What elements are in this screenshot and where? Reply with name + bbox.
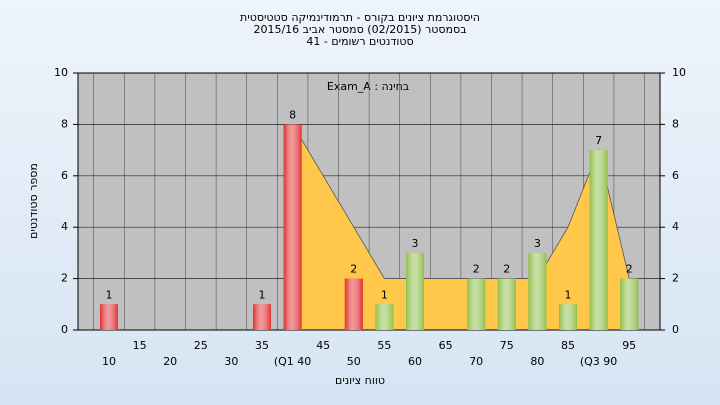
y-tick-label: 2 <box>61 272 68 285</box>
chart-title: בסמסטר (02/2015) סמסטר אביב 2015/16 <box>253 23 466 36</box>
x-tick-label: 75 <box>500 339 514 352</box>
y-tick-label: 0 <box>61 323 68 336</box>
x-tick-label: 50 <box>347 355 361 368</box>
x-tick-label: (Q3 90 <box>580 355 617 368</box>
bar-shine <box>559 304 577 330</box>
data-label: 1 <box>259 288 266 301</box>
bar-shine <box>253 304 271 330</box>
bar-shine <box>100 304 118 330</box>
bar-shine <box>375 304 394 330</box>
y-tick-label: 8 <box>61 117 68 130</box>
x-tick-label: 10 <box>102 355 116 368</box>
bar-shine <box>283 124 302 331</box>
data-label: 2 <box>626 263 633 276</box>
data-label: 7 <box>595 134 602 147</box>
y-tick-label: 4 <box>61 220 68 233</box>
x-tick-label: 45 <box>316 339 330 352</box>
bar-shine <box>344 278 363 330</box>
x-tick-label: 15 <box>133 339 147 352</box>
y2-tick-label: 10 <box>672 66 686 79</box>
data-label: 8 <box>289 108 296 121</box>
x-tick-label: (Q1 40 <box>274 355 311 368</box>
bar-shine <box>589 150 608 330</box>
y2-tick-label: 2 <box>672 272 679 285</box>
plot-border <box>77 72 661 331</box>
chart-title: היסטוגרמת ציונים בקורס - תרמודינמיקה סטט… <box>240 11 480 24</box>
chart-title: סטודנטים רשומים - 41 <box>306 35 413 48</box>
data-label: 1 <box>381 288 388 301</box>
x-tick-label: 20 <box>163 355 177 368</box>
data-label: 2 <box>503 263 510 276</box>
x-tick-label: 35 <box>255 339 269 352</box>
bar-shine <box>406 252 424 330</box>
x-tick-label: 65 <box>439 339 453 352</box>
x-axis-label: טווח ציונים <box>335 374 385 387</box>
y-tick-label: 10 <box>54 66 68 79</box>
y2-tick-label: 4 <box>672 220 679 233</box>
data-label: 1 <box>565 288 572 301</box>
x-tick-label: 85 <box>561 339 575 352</box>
data-label: 2 <box>473 263 480 276</box>
bar-shine <box>467 278 486 330</box>
data-label: 3 <box>412 237 419 250</box>
y2-tick-label: 0 <box>672 323 679 336</box>
x-tick-label: 25 <box>194 339 208 352</box>
data-label: 1 <box>106 288 113 301</box>
y-tick-label: 6 <box>61 169 68 182</box>
bar-shine <box>497 278 516 330</box>
x-tick-label: 80 <box>530 355 544 368</box>
data-label: 2 <box>350 263 357 276</box>
y2-tick-label: 8 <box>672 117 679 130</box>
x-tick-label: 60 <box>408 355 422 368</box>
data-label: 3 <box>534 237 541 250</box>
x-tick-label: 70 <box>469 355 483 368</box>
x-tick-label: 55 <box>377 339 391 352</box>
x-tick-label: 95 <box>622 339 636 352</box>
x-tick-label: 30 <box>224 355 238 368</box>
y-axis-label: מספר סטודנטים <box>27 163 40 239</box>
bar-shine <box>620 278 639 330</box>
annotation: Exam_A : בחינה <box>327 80 409 93</box>
y2-tick-label: 6 <box>672 169 679 182</box>
bar-shine <box>528 252 547 330</box>
